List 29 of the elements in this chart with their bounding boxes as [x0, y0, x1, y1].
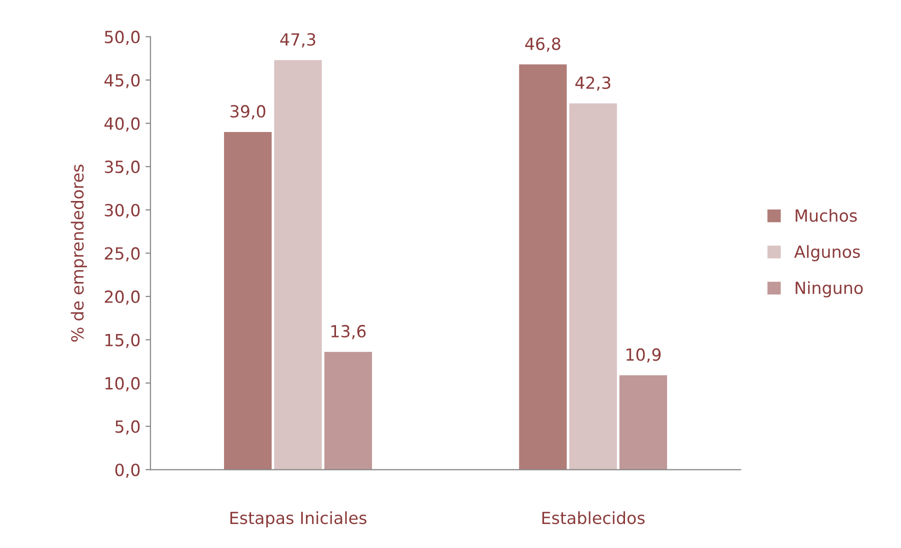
x-tick-label: Establecidos: [542, 511, 645, 524]
bar: [324, 352, 372, 470]
bar: [519, 64, 567, 470]
y-tick-label: 35,0: [104, 160, 140, 175]
y-tick-label: 40,0: [104, 117, 140, 132]
bar: [569, 103, 617, 470]
bar: [619, 375, 668, 470]
bar: [274, 60, 322, 470]
data-label: 13,6: [331, 324, 366, 340]
data-label: 10,9: [626, 348, 661, 363]
legend-label: Muchos: [796, 208, 857, 222]
y-tick-label: 0,0: [115, 464, 140, 478]
y-tick-label: 10,0: [105, 377, 140, 392]
legend-label: Algunos: [794, 245, 860, 262]
y-tick-label: 5,0: [116, 420, 140, 435]
bar: [224, 132, 272, 470]
data-label: 39,0: [230, 105, 266, 120]
legend-label: Ninguno: [796, 281, 863, 298]
data-label: 47,3: [280, 33, 316, 48]
x-tick-label: Estapas Iniciales: [230, 511, 366, 528]
y-axis-title: % de emprendedores: [70, 164, 87, 342]
y-tick-label: 20,0: [104, 290, 140, 305]
y-tick-label: 45,0: [104, 74, 140, 88]
y-tick-label: 25,0: [104, 247, 140, 262]
y-tick-label: 50,0: [104, 30, 140, 45]
y-tick-label: 30,0: [104, 204, 140, 218]
data-label: 46,8: [525, 37, 560, 52]
data-label: 42,3: [575, 76, 610, 91]
y-tick-label: 15,0: [105, 334, 140, 348]
